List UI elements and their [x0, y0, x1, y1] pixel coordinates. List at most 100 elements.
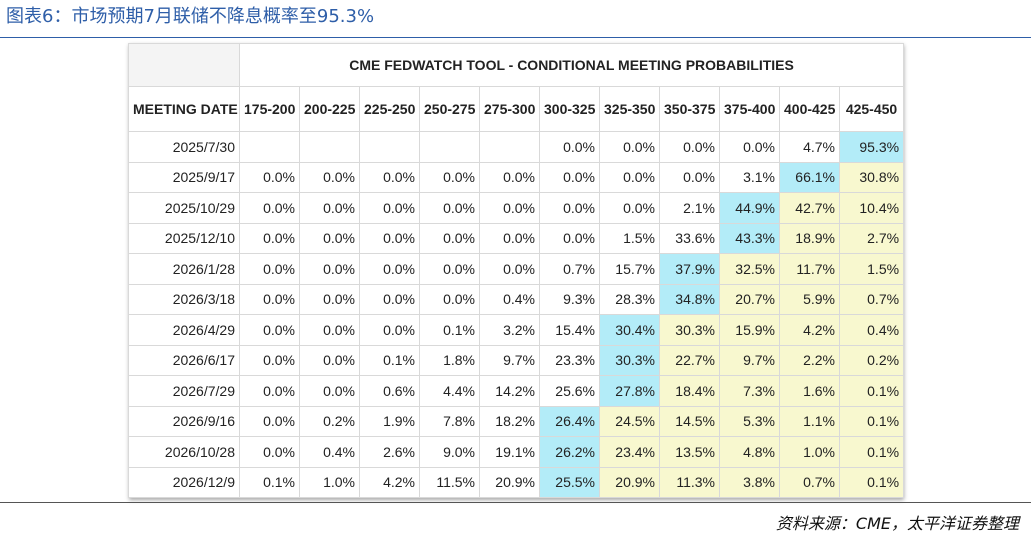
probability-cell: 1.5%	[599, 222, 660, 254]
probability-cell: 4.2%	[779, 314, 840, 346]
rate-range-header: 425-450	[838, 86, 905, 132]
rate-range-header: 300-325	[539, 86, 600, 132]
probability-cell: 0.0%	[359, 192, 420, 224]
probability-cell: 1.0%	[299, 466, 360, 498]
meeting-date-cell: 2026/4/29	[128, 314, 240, 346]
probability-cell: 15.4%	[539, 314, 600, 346]
probability-cell: 1.8%	[419, 344, 480, 376]
table-row: 2026/12/9 0.1% 1.0% 4.2% 11.5% 20.9% 25.5% 20.9…	[128, 466, 905, 498]
meeting-date-cell: 2026/3/18	[128, 283, 240, 315]
table-row: 2026/9/16 0.0% 0.2% 1.9% 7.8% 18.2% 26.4% 24.5%…	[128, 405, 905, 437]
probability-cell: 7.8%	[419, 405, 480, 437]
probability-cell: 3.2%	[479, 314, 540, 346]
meeting-date-cell: 2025/9/17	[128, 161, 240, 193]
probability-cell: 1.5%	[838, 253, 905, 285]
probability-cell: 0.0%	[299, 283, 360, 315]
probability-cell: 5.9%	[779, 283, 840, 315]
probability-cell: 23.4%	[599, 436, 660, 468]
meeting-date-cell: 2026/12/9	[128, 466, 240, 498]
probability-cell: 0.0%	[239, 192, 300, 224]
probability-cell: 0.6%	[359, 375, 420, 407]
table-row: 2026/4/29 0.0% 0.0% 0.0% 0.1% 3.2% 15.4% 30.4% 3…	[128, 314, 905, 346]
probability-cell: 0.0%	[419, 192, 480, 224]
probability-cell: 0.0%	[239, 161, 300, 193]
probability-cell: 4.4%	[419, 375, 480, 407]
probability-cell: 2.1%	[659, 192, 720, 224]
table-row: 2026/1/28 0.0% 0.0% 0.0% 0.0% 0.0% 0.7% 15.7% 37…	[128, 253, 905, 285]
table-corner-cell	[128, 43, 240, 87]
probability-cell: 15.9%	[719, 314, 780, 346]
table-row: 2026/6/17 0.0% 0.0% 0.1% 1.8% 9.7% 23.3% 30.3% 2…	[128, 344, 905, 376]
probability-cell: 0.0%	[539, 222, 600, 254]
rate-range-header: 350-375	[659, 86, 720, 132]
probability-cell: 0.0%	[239, 222, 300, 254]
probability-cell: 11.3%	[659, 466, 720, 498]
probability-cell: 0.4%	[838, 314, 905, 346]
probability-cell: 13.5%	[659, 436, 720, 468]
table-title: CME FEDWATCH TOOL - CONDITIONAL MEETING …	[238, 43, 905, 87]
table-body: 2025/7/30 0.0% 0.0% 0.0% 0.0% 4.7% 95.3% 2025/9…	[128, 131, 905, 498]
probability-cell: 0.1%	[838, 375, 905, 407]
probability-cell: 23.3%	[539, 344, 600, 376]
probability-cell: 25.6%	[539, 375, 600, 407]
meeting-date-cell: 2025/12/10	[128, 222, 240, 254]
probability-cell: 0.7%	[539, 253, 600, 285]
probability-cell: 0.0%	[479, 192, 540, 224]
probability-cell: 0.0%	[239, 375, 300, 407]
probability-cell: 3.1%	[719, 161, 780, 193]
probability-cell: 14.5%	[659, 405, 720, 437]
probability-cell: 5.3%	[719, 405, 780, 437]
rate-range-header: 175-200	[239, 86, 300, 132]
table-row: 2025/9/17 0.0% 0.0% 0.0% 0.0% 0.0% 0.0% 0.0% 0.0…	[128, 161, 905, 193]
probability-cell: 26.4%	[539, 405, 600, 437]
probability-cell: 19.1%	[479, 436, 540, 468]
probability-cell: 9.3%	[539, 283, 600, 315]
probability-cell: 0.0%	[479, 222, 540, 254]
probability-cell: 0.0%	[539, 131, 600, 163]
probability-cell: 0.0%	[239, 283, 300, 315]
probability-cell: 0.0%	[299, 375, 360, 407]
rate-range-header: 375-400	[719, 86, 780, 132]
probability-cell: 42.7%	[779, 192, 840, 224]
probability-cell: 1.0%	[779, 436, 840, 468]
probability-cell: 0.0%	[599, 192, 660, 224]
probability-cell: 0.0%	[239, 314, 300, 346]
probability-cell: 0.0%	[599, 161, 660, 193]
table-row: 2025/10/29 0.0% 0.0% 0.0% 0.0% 0.0% 0.0% 0.0% 2.…	[128, 192, 905, 224]
meeting-date-cell: 2026/9/16	[128, 405, 240, 437]
probability-cell: 0.2%	[838, 344, 905, 376]
probability-cell: 0.4%	[479, 283, 540, 315]
probability-cell: 2.7%	[838, 222, 905, 254]
probability-cell: 0.0%	[299, 222, 360, 254]
rate-range-header: 275-300	[479, 86, 540, 132]
probability-cell: 0.0%	[239, 253, 300, 285]
probability-cell: 30.4%	[599, 314, 660, 346]
probability-cell: 0.7%	[779, 466, 840, 498]
probability-cell: 44.9%	[719, 192, 780, 224]
probability-cell: 33.6%	[659, 222, 720, 254]
rate-range-header: 400-425	[779, 86, 840, 132]
probability-cell: 0.0%	[299, 192, 360, 224]
probability-cell: 0.1%	[838, 436, 905, 468]
fedwatch-table-container: CME FEDWATCH TOOL - CONDITIONAL MEETING …	[128, 43, 905, 498]
probability-cell: 25.5%	[539, 466, 600, 498]
probability-cell: 22.7%	[659, 344, 720, 376]
probability-cell: 20.7%	[719, 283, 780, 315]
probability-cell: 30.3%	[599, 344, 660, 376]
probability-cell	[239, 131, 300, 163]
table-row: 2026/7/29 0.0% 0.0% 0.6% 4.4% 14.2% 25.6% 27.8%…	[128, 375, 905, 407]
probability-cell: 2.2%	[779, 344, 840, 376]
probability-cell: 0.0%	[359, 222, 420, 254]
probability-cell: 11.5%	[419, 466, 480, 498]
probability-cell: 28.3%	[599, 283, 660, 315]
probability-cell: 15.7%	[599, 253, 660, 285]
rate-range-header: 250-275	[419, 86, 480, 132]
probability-cell: 0.0%	[419, 253, 480, 285]
probability-cell	[359, 131, 420, 163]
probability-cell: 3.8%	[719, 466, 780, 498]
probability-cell: 0.1%	[239, 466, 300, 498]
probability-cell: 11.7%	[779, 253, 840, 285]
probability-cell: 0.0%	[479, 253, 540, 285]
probability-cell: 14.2%	[479, 375, 540, 407]
probability-cell: 18.9%	[779, 222, 840, 254]
